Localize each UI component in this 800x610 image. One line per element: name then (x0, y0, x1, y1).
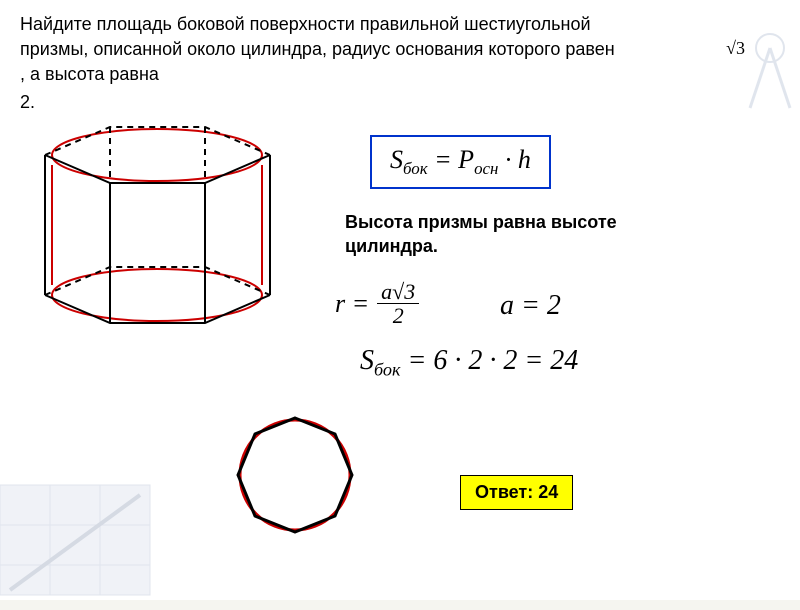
slide-container: Найдите площадь боковой поверхности прав… (0, 0, 800, 600)
answer-label: Ответ: 24 (475, 482, 558, 502)
problem-line1: Найдите площадь боковой поверхности прав… (20, 14, 591, 34)
height-value: 2. (20, 92, 780, 113)
problem-statement: Найдите площадь боковой поверхности прав… (20, 12, 780, 88)
lateral-area-formula-box: Sбок = Pосн · h (370, 135, 551, 189)
inscribed-radius-formula: r = a√3 2 (335, 280, 419, 327)
background-blueprint-icon (0, 475, 160, 610)
radius-value: √3 (726, 38, 745, 59)
formula-text: Sбок = Pосн · h (390, 145, 531, 174)
problem-line3: , а высота равна (20, 64, 159, 84)
a-value: a = 2 (500, 290, 561, 322)
answer-box: Ответ: 24 (460, 475, 573, 510)
problem-line2: призмы, описанной около цилиндра, радиус… (20, 39, 615, 59)
height-statement: Высота призмы равна высоте цилиндра. (345, 210, 617, 259)
octagon-circle-diagram (225, 405, 365, 550)
sbok-calculation: Sбок = 6 · 2 · 2 = 24 (360, 345, 578, 381)
hexagonal-prism-diagram (15, 115, 275, 345)
